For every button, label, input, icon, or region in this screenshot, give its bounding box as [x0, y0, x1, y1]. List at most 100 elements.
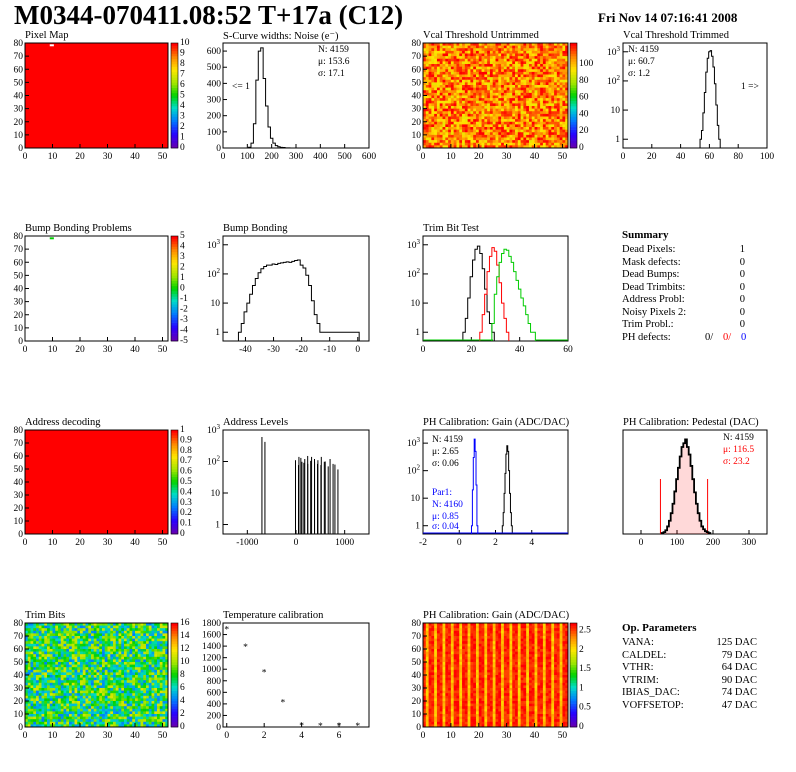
vcal_untrimmed-palette-cell [570, 124, 577, 128]
vcal_untrimmed-palette-cell [570, 127, 577, 130]
ph_gain_map-palette-cell [570, 638, 577, 642]
trim_bits-palette-cell [171, 641, 178, 645]
vcal_untrimmed-xtick-label: 20 [474, 152, 484, 162]
op-param-row: VTHR: 64 DAC [622, 662, 757, 675]
ph-pedestal-title: PH Calibration: Pedestal (DAC) [623, 417, 759, 428]
pixel_map-palette [170, 42, 179, 149]
vcal_untrimmed-palette-cell [570, 119, 577, 123]
pixel_map-palette-cell [171, 119, 178, 123]
summary-label: Address Probl: [622, 294, 685, 305]
ph_gain_map-xtick-label: 20 [474, 731, 484, 741]
address_decoding-palette-cell [171, 531, 178, 535]
ph_gain_map-ytick-label: 50 [412, 658, 422, 668]
vcal_untrimmed-palette-cell [570, 82, 577, 86]
scurve-xtick-label: 600 [362, 152, 377, 162]
address_decoding-palette-cell [171, 445, 178, 449]
op-param-label: VANA: [622, 637, 654, 648]
vcal_untrimmed-palette-cell [570, 43, 577, 46]
bump_problems-palette-label: 1 [180, 273, 185, 283]
ph-gain-map-title: PH Calibration: Gain (ADC/DAC) [423, 610, 570, 621]
op-param-value: 74 DAC [721, 687, 757, 698]
pixel_map-palette-cell [171, 116, 178, 120]
bump_problems-palette-cell [171, 320, 178, 323]
op-param-value: 64 DAC [721, 662, 757, 673]
op-param-label: VTHR: [622, 662, 654, 673]
pixel_map-palette-cell [171, 90, 178, 94]
address_decoding-palette-cell [171, 484, 178, 488]
vcal_untrimmed-palette-cell [570, 56, 577, 60]
pixel_map-palette-cell [171, 74, 178, 78]
vcal_untrimmed-palette-label: 100 [579, 59, 594, 69]
trim_bits-palette-cell [171, 721, 178, 725]
address_decoding-palette-cell [171, 487, 178, 491]
op-parameters-rows: VANA: 125 DAC CALDEL: 79 DAC VTHR: 64 DAC VTRI… [622, 637, 757, 712]
pixel_map-palette-cell [171, 56, 178, 60]
summary-value: 0 [739, 306, 745, 318]
address_decoding-palette-cell [171, 492, 178, 496]
address_decoding-palette-cell [171, 437, 178, 441]
trim_bits-palette-cell [171, 677, 178, 681]
trim_bits-palette-cell [171, 636, 178, 639]
bump_problems-palette-cell [171, 262, 178, 266]
bump_problems-palette-cell [171, 317, 178, 321]
ph-defects-value-1: 0/ [705, 331, 714, 343]
ph_gain-xtick-label: 0 [457, 538, 462, 548]
pixel_map-palette-cell [171, 50, 178, 54]
trim_bits-ytick-label: 70 [14, 632, 24, 642]
pixel_map-xtick-label: 40 [130, 152, 140, 162]
trim_bits-palette-cell [171, 719, 178, 723]
address_decoding-ytick-label: 80 [14, 426, 24, 436]
ph_gain-ytick-label: 1 [415, 522, 420, 532]
trim_bits-palette-cell [171, 682, 178, 686]
bump_problems-palette-cell [171, 285, 178, 289]
summary-value: 0 [739, 256, 745, 268]
address_decoding-palette-cell [171, 443, 178, 446]
ph_gain-frame [422, 429, 569, 535]
trim_bits-palette-cell [171, 716, 178, 720]
pixel_map-palette-label: 5 [180, 91, 185, 101]
trim_bit_test-xtick-label: 20 [467, 345, 477, 355]
address_levels-ytick-label: 103 [207, 423, 221, 436]
summary-label: Dead Trimbits: [622, 281, 686, 293]
temperature-ytick-label: 1200 [202, 654, 221, 664]
bump_bonding-ytick-label: 102 [207, 267, 221, 280]
bump_bonding-xtick-label: -30 [267, 345, 280, 355]
address_decoding-xtick-label: 20 [75, 538, 85, 548]
bump_problems-palette-label: 3 [180, 252, 185, 262]
ph_gain_map-palette-cell [570, 641, 577, 645]
op-parameters-title: Op. Parameters [622, 622, 697, 634]
pixel_map-palette-cell [171, 134, 178, 138]
trim_bit_test-ytick-label: 1 [415, 328, 420, 338]
address_decoding-palette-cell [171, 515, 178, 519]
address_decoding-palette-cell [171, 435, 178, 439]
pixel_map-palette-cell [171, 145, 178, 149]
vcal_untrimmed-palette-cell [570, 92, 577, 96]
vcal_untrimmed-palette-cell [570, 50, 577, 54]
bump_problems-palette-cell [171, 238, 178, 242]
vcal_trimmed-xtick-label: 20 [647, 152, 657, 162]
summary-row: Mask defects: 0 [622, 257, 752, 270]
temperature-xtick-label: 0 [224, 731, 229, 741]
address_decoding-palette-cell [171, 518, 178, 522]
pixel_map-palette-cell [171, 69, 178, 73]
ph_gain_map-palette-cell [570, 628, 577, 632]
address_decoding-palette-label: 0.2 [180, 508, 192, 518]
ph_gain_map-palette-cell [570, 623, 577, 626]
vcal_untrimmed-ytick-label: 70 [412, 52, 422, 62]
scurve-xtick-label: 0 [221, 152, 226, 162]
ph_gain_map-ytick-label: 10 [412, 710, 422, 720]
address_decoding-ytick-label: 20 [14, 504, 24, 514]
trim_bits-xtick-label: 40 [130, 731, 140, 741]
scurve-ytick-label: 0 [216, 144, 221, 154]
address_decoding-palette-cell [171, 469, 178, 472]
op-parameters-panel: Op. Parameters VANA: 125 DAC CALDEL: 79 DAC… [622, 622, 757, 712]
vcal_untrimmed-palette-cell [570, 66, 577, 70]
address_decoding-palette-cell [171, 513, 178, 517]
address_decoding-palette-cell [171, 526, 178, 530]
trim_bits-palette-cell [171, 685, 178, 689]
bump_bonding-xtick-label: -10 [323, 345, 336, 355]
ph-gain-title: PH Calibration: Gain (ADC/DAC) [423, 417, 570, 428]
scurve-ytick-label: 400 [207, 79, 222, 89]
bump_problems-ytick-label: 30 [14, 298, 24, 308]
bump_bonding-ytick-label: 103 [207, 238, 221, 251]
